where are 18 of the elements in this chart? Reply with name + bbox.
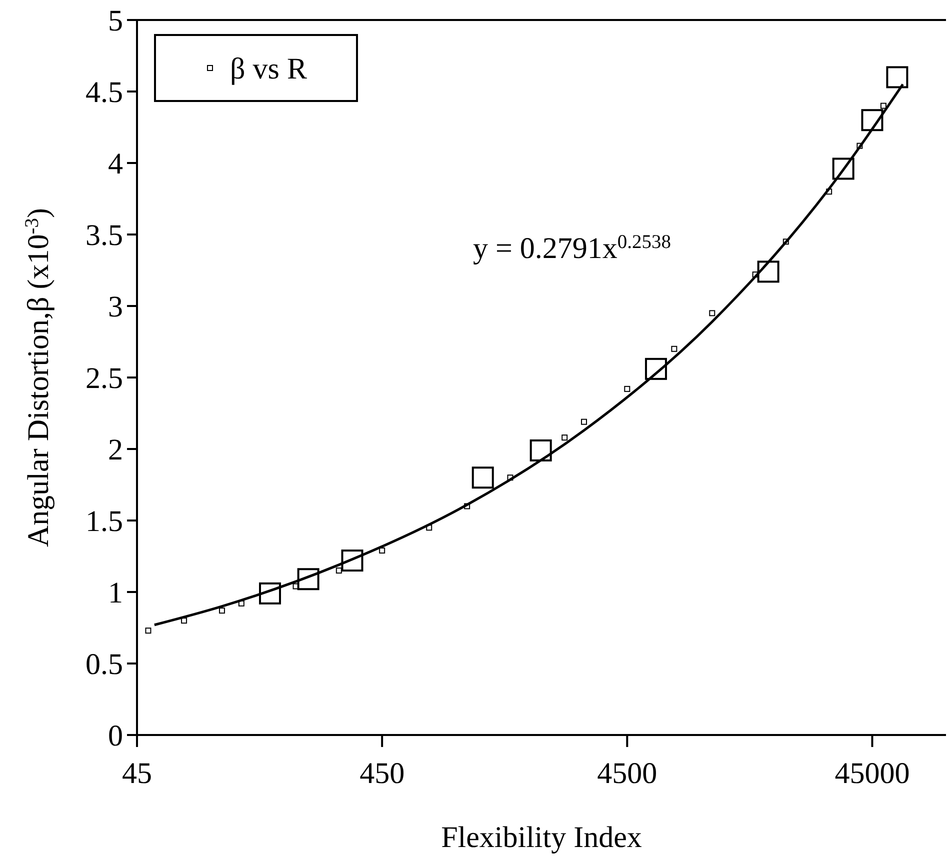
- x-tick-label: 45: [122, 757, 152, 790]
- x-tick-label: 45000: [834, 757, 910, 790]
- y-tick-label: 1.5: [86, 505, 123, 538]
- y-tick-label: 0: [108, 720, 123, 752]
- y-tick-label: 3: [108, 290, 123, 324]
- annotation: y = 0.2791x$^{0.2538}$: [473, 232, 672, 265]
- y-tick-label: 0.5: [86, 648, 123, 681]
- y-tick-label: 4.5: [86, 76, 123, 109]
- y-tick-label: 2.5: [86, 362, 123, 395]
- x-tick-label: 450: [360, 757, 405, 790]
- y-tick-label: 2: [108, 434, 123, 466]
- y-tick-label: 4: [108, 148, 123, 180]
- y-tick-label: 1: [108, 576, 123, 610]
- x-tick-label: 4500: [597, 757, 658, 790]
- y-tick-label: 5: [108, 4, 123, 38]
- x-axis-title: Flexibility Index: [441, 821, 642, 854]
- y-tick-label: 3.5: [86, 219, 123, 252]
- legend-label: β vs R: [230, 52, 307, 86]
